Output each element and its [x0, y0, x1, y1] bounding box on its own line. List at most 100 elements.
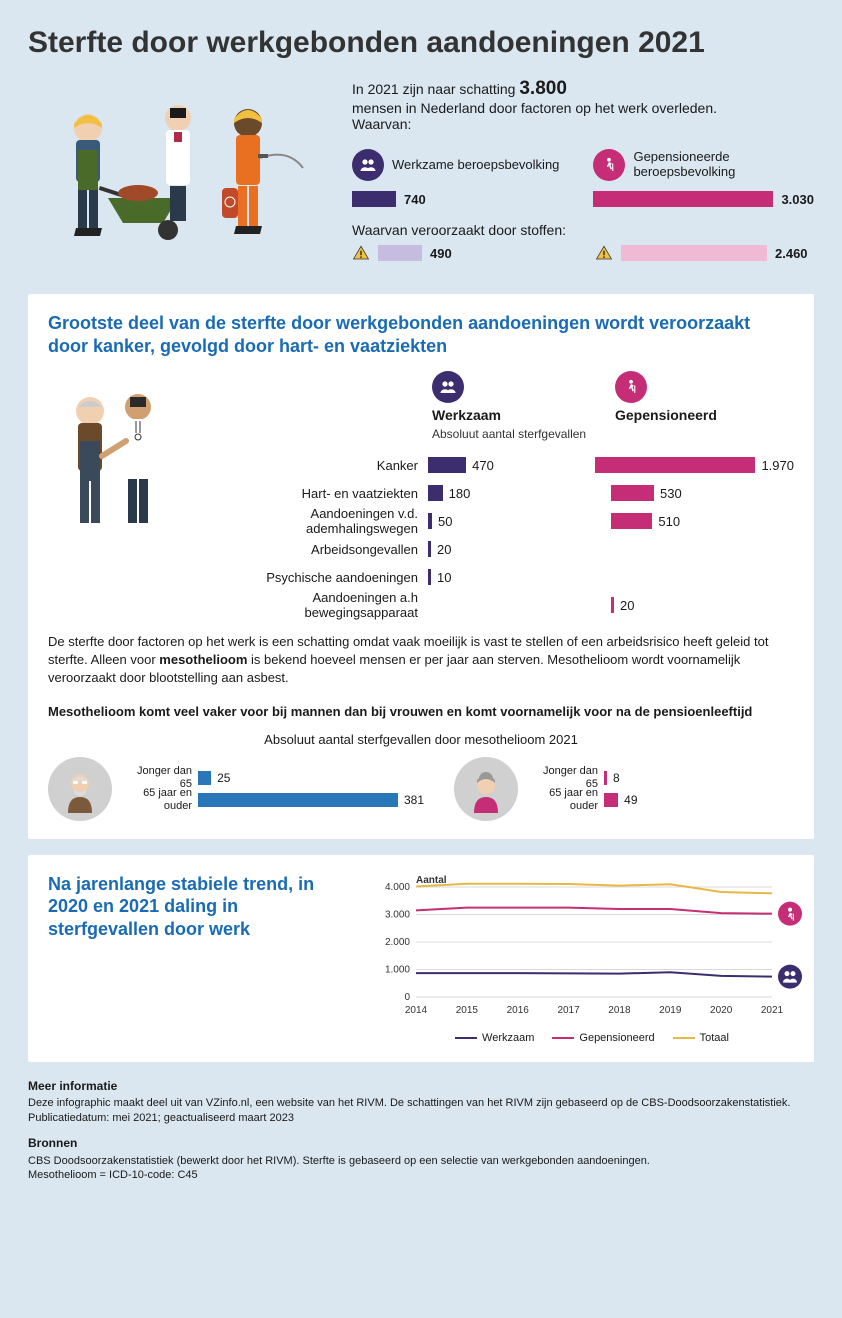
cause-bar	[428, 541, 431, 557]
legend-totaal: Totaal	[700, 1032, 729, 1044]
meso-subtitle: Absoluut aantal sterfgevallen door mesot…	[48, 732, 794, 747]
cause-row: Aandoeningen a.h bewegingsapparaat 20	[208, 591, 794, 619]
warning-icon	[595, 244, 613, 262]
svg-text:2015: 2015	[456, 1005, 479, 1016]
meso-male-old-val: 381	[404, 793, 424, 807]
meso-label-young: Jonger dan 65	[124, 765, 192, 789]
sub-retired-value: 2.460	[775, 246, 808, 261]
footer-more-h: Meer informatie	[28, 1078, 814, 1094]
svg-text:0: 0	[404, 992, 410, 1003]
legend-werkzaam: Werkzaam	[482, 1032, 534, 1044]
footer-pub: Publicatiedatum: mei 2021; geactualiseer…	[28, 1111, 814, 1126]
trend-chart: 01.0002.0003.0004.000Aantal2014201520162…	[372, 873, 812, 1044]
pop-working: Werkzame beroepsbevolking 740	[352, 146, 569, 208]
cause-bar	[428, 485, 443, 501]
series-retired-name: Gepensioneerd	[615, 407, 717, 423]
svg-text:2019: 2019	[659, 1005, 682, 1016]
page-title: Sterfte door werkgebonden aandoeningen 2…	[28, 26, 814, 60]
footer-src2: Mesothelioom = ICD-10-code: C45	[28, 1168, 814, 1183]
pop-working-value: 740	[404, 192, 426, 207]
meso-female-old-val: 49	[624, 793, 637, 807]
footer-src-h: Bronnen	[28, 1135, 814, 1151]
cause-label: Aandoeningen a.h bewegingsapparaat	[208, 590, 428, 620]
meso-label-young: Jonger dan 65	[530, 765, 598, 789]
pop-retired-value: 3.030	[781, 192, 814, 207]
meso-female-old-bar	[604, 793, 618, 807]
cause-value: 510	[658, 514, 680, 529]
cause-value: 20	[620, 598, 634, 613]
cause-value: 1.970	[761, 458, 794, 473]
pop-working-label: Werkzame beroepsbevolking	[392, 158, 559, 173]
intro-text: In 2021 zijn naar schatting 3.800 mensen…	[352, 78, 814, 132]
cause-value: 470	[472, 458, 494, 473]
sub-working-value: 490	[430, 246, 452, 261]
meso-male-old-bar	[198, 793, 398, 807]
meso-h-a: Mesothelioom	[48, 704, 135, 719]
note-text: De sterfte door factoren op het werk is …	[48, 633, 794, 688]
cause-value: 50	[438, 514, 452, 529]
intro-total: 3.800	[519, 78, 567, 99]
cause-bar	[428, 457, 466, 473]
cause-bar	[611, 485, 654, 501]
meso-heading: Mesothelioom komt veel vaker voor bij ma…	[48, 704, 794, 719]
cause-row: Hart- en vaatziekten180530	[208, 479, 794, 507]
causes-heading: Grootste deel van de sterfte door werkge…	[48, 312, 794, 357]
meso-label-old: 65 jaar en ouder	[124, 787, 192, 811]
walking-icon	[615, 371, 647, 403]
cause-bar	[611, 597, 614, 613]
series-working-name: Werkzaam	[432, 407, 501, 423]
cause-row: Arbeidsongevallen 20	[208, 535, 794, 563]
pop-working-bar	[352, 191, 396, 207]
svg-text:2021: 2021	[761, 1005, 784, 1016]
svg-text:2014: 2014	[405, 1005, 428, 1016]
hero-section: In 2021 zijn naar schatting 3.800 mensen…	[28, 78, 814, 278]
sub-retired-bar	[621, 245, 767, 261]
trend-legend: Werkzaam Gepensioneerd Totaal	[372, 1032, 812, 1044]
trend-heading: Na jarenlange stabiele trend, in 2020 en…	[48, 873, 348, 941]
cause-bar	[611, 513, 652, 529]
meso-male: Jonger dan 65 25 65 jaar en ouder 381	[48, 757, 424, 821]
causes-panel: Grootste deel van de sterfte door werkge…	[28, 294, 814, 839]
cause-label: Hart- en vaatziekten	[208, 486, 428, 501]
intro-prefix: In 2021 zijn naar schatting	[352, 81, 515, 97]
cause-bar	[595, 457, 755, 473]
svg-text:1.000: 1.000	[385, 964, 410, 975]
male-face-icon	[48, 757, 112, 821]
meso-h-d: dan bij vrouwen en komt voornamelijk voo…	[341, 704, 616, 719]
cause-bar	[428, 569, 431, 585]
cause-label: Psychische aandoeningen	[208, 570, 428, 585]
cause-row: Aandoeningen v.d. ademhalingswegen 50 510	[208, 507, 794, 535]
walking-icon	[593, 149, 625, 181]
cause-value: 20	[437, 542, 451, 557]
pop-retired-bar	[593, 191, 773, 207]
cause-value: 180	[449, 486, 471, 501]
sub-working-bar	[378, 245, 422, 261]
meso-female-young-bar	[604, 771, 607, 785]
cause-bar	[428, 513, 432, 529]
meso-male-young-val: 25	[217, 771, 230, 785]
note-b: mesothelioom	[159, 652, 247, 667]
meso-h-b: komt veel vaker voor bij	[135, 704, 290, 719]
pop-retired-label: Gepensioneerde beroepsbevolking	[633, 150, 814, 180]
cause-row: Psychische aandoeningen 10	[208, 563, 794, 591]
svg-text:2.000: 2.000	[385, 937, 410, 948]
female-face-icon	[454, 757, 518, 821]
legend-gepen: Gepensioneerd	[579, 1032, 654, 1044]
svg-text:2017: 2017	[557, 1005, 580, 1016]
svg-text:2016: 2016	[507, 1005, 530, 1016]
workers-illustration	[28, 78, 328, 278]
cause-label: Kanker	[208, 458, 428, 473]
svg-text:2020: 2020	[710, 1005, 733, 1016]
meso-female-young-val: 8	[613, 771, 620, 785]
footer-src1: CBS Doodsoorzakenstatistiek (bewerkt doo…	[28, 1154, 814, 1169]
intro-suffix: mensen in Nederland door factoren op het…	[352, 100, 717, 116]
cause-row: Kanker 470 1.970	[208, 451, 794, 479]
cause-label: Arbeidsongevallen	[208, 542, 428, 557]
meso-h-e: na de pensioenleeftijd	[616, 704, 753, 719]
meso-label-old: 65 jaar en ouder	[530, 787, 598, 811]
cause-value: 10	[437, 570, 451, 585]
cause-label: Aandoeningen v.d. ademhalingswegen	[208, 506, 428, 536]
doctor-patient-illustration	[48, 371, 188, 571]
warning-icon	[352, 244, 370, 262]
svg-text:3.000: 3.000	[385, 909, 410, 920]
